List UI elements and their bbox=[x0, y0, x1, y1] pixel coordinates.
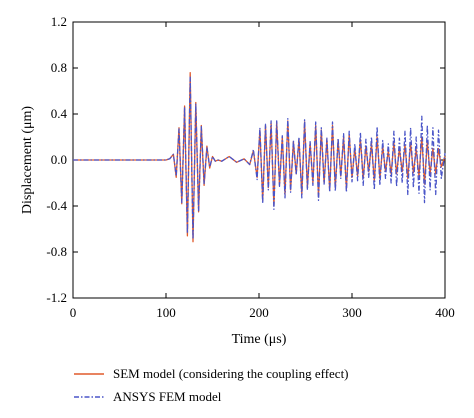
y-tick-label: -0.8 bbox=[46, 244, 67, 259]
legend-label-sem: SEM model (considering the coupling effe… bbox=[113, 366, 349, 381]
series-line-sem bbox=[73, 71, 446, 243]
series-line-ansys bbox=[73, 76, 446, 240]
y-tick-label: 0.8 bbox=[51, 60, 67, 75]
y-axis: 1.2 0.8 0.4 0.0 -0.4 -0.8 -1.2 bbox=[46, 14, 445, 305]
y-tick-label: 1.2 bbox=[51, 14, 67, 29]
legend: SEM model (considering the coupling effe… bbox=[74, 366, 349, 404]
y-tick-label: 0.4 bbox=[51, 106, 68, 121]
x-tick-label: 100 bbox=[156, 305, 176, 320]
series-lines bbox=[73, 71, 446, 243]
legend-label-ansys: ANSYS FEM model bbox=[113, 389, 222, 404]
x-axis: 0 100 200 300 400 bbox=[70, 22, 455, 320]
x-tick-label: 0 bbox=[70, 305, 77, 320]
y-tick-label: -1.2 bbox=[46, 290, 67, 305]
x-tick-label: 200 bbox=[249, 305, 269, 320]
x-tick-label: 300 bbox=[342, 305, 362, 320]
y-tick-label: -0.4 bbox=[46, 198, 67, 213]
x-tick-label: 400 bbox=[435, 305, 455, 320]
y-tick-label: 0.0 bbox=[51, 152, 67, 167]
x-axis-label: Time (μs) bbox=[232, 332, 287, 347]
y-axis-label: Displacement (μm) bbox=[20, 106, 35, 215]
